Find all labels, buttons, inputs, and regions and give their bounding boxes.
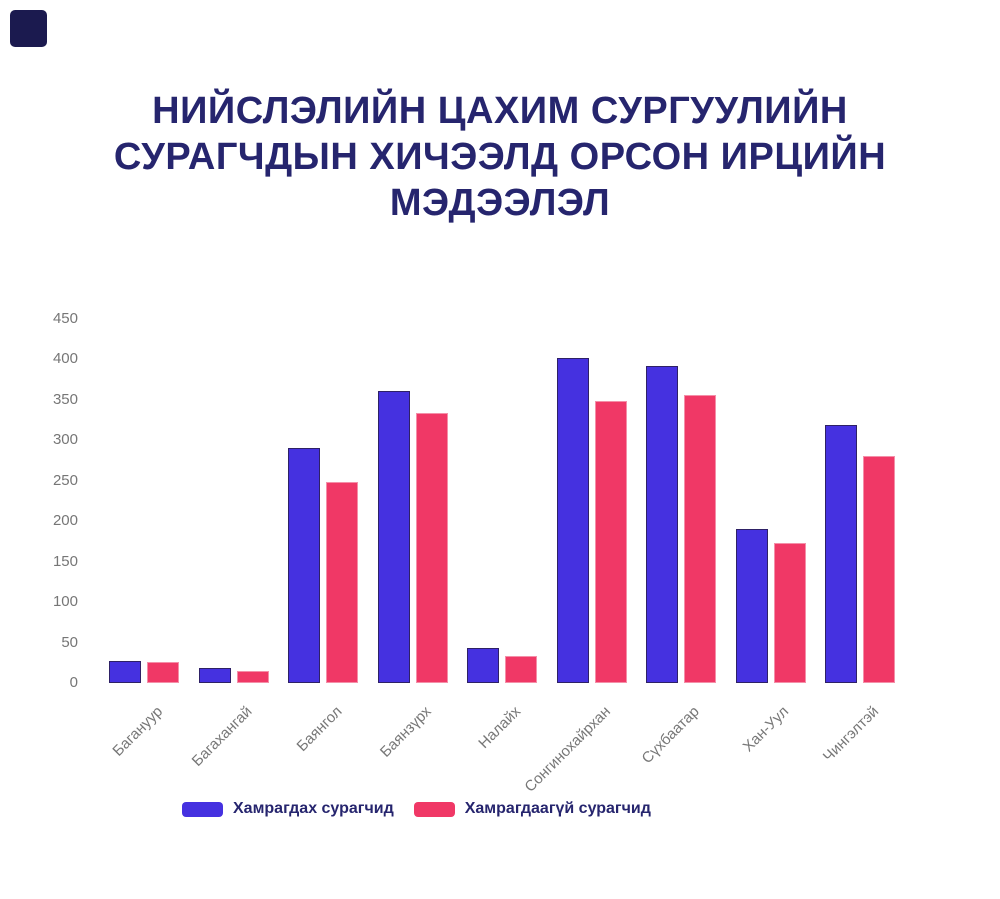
bar-not-enrolled-Баянзүрх: [415, 412, 448, 683]
x-axis-label-Багахангай: Багахангай: [188, 703, 256, 770]
bar-enrolled-Баянгол: [288, 447, 320, 683]
legend-item-not-enrolled: Хамрагдаагүй сурагчид: [413, 800, 651, 818]
legend-item-enrolled: Хамрагдах сурагчид: [182, 800, 394, 818]
bar-not-enrolled-Баянгол: [326, 482, 358, 683]
bar-not-enrolled-Чингэлтэй: [863, 455, 895, 683]
x-axis-label-Хан-Уул: Хан-Уул: [740, 703, 793, 756]
x-axis-label-Сонгинохайрхан: Сонгинохайрхан: [520, 703, 614, 796]
y-axis-tick-350: 350: [52, 390, 78, 408]
x-axis-label-Баянзүрх: Баянзүрх: [376, 703, 435, 761]
legend-label-enrolled: Хамрагдах сурагчид: [233, 800, 394, 817]
bar-not-enrolled-Сүхбаатар: [684, 394, 716, 683]
y-axis-tick-50: 50: [61, 633, 78, 651]
bar-not-enrolled-Сонгинохайрхан: [594, 400, 627, 683]
bar-enrolled-Багануур: [109, 661, 141, 683]
bar-enrolled-Сүхбаатар: [646, 365, 678, 683]
bar-enrolled-Налайх: [467, 648, 499, 683]
x-axis-label-Чингэлтэй: Чингэлтэй: [819, 703, 883, 766]
chart-legend: Хамрагдах сурагчид Хамрагдаагүй сурагчид: [182, 800, 651, 818]
logo-mark: [10, 10, 47, 47]
y-axis-tick-0: 0: [69, 674, 78, 691]
bar-enrolled-Баянзүрх: [377, 390, 410, 683]
bar-enrolled-Чингэлтэй: [825, 424, 857, 683]
bar-enrolled-Багахангай: [198, 667, 231, 683]
bar-not-enrolled-Хан-Уул: [773, 543, 806, 683]
x-axis-label-Налайх: Налайх: [475, 703, 525, 752]
y-axis-tick-250: 250: [52, 471, 78, 489]
chart-title-line-2: СУРАГЧДЫН ХИЧЭЭЛД ОРСОН ИРЦИЙН: [113, 136, 887, 178]
legend-label-not-enrolled: Хамрагдаагүй сурагчид: [464, 800, 651, 817]
bar-not-enrolled-Багануур: [147, 661, 179, 683]
y-axis-tick-200: 200: [52, 512, 78, 530]
legend-swatch-blue: [182, 801, 223, 817]
x-axis-label-Баянгол: Баянгол: [293, 703, 346, 755]
x-axis-label-Сүхбаатар: Сүхбаатар: [638, 703, 704, 768]
y-axis-tick-150: 150: [52, 552, 78, 570]
bar-not-enrolled-Налайх: [505, 656, 537, 683]
bar-not-enrolled-Багахангай: [236, 670, 269, 683]
legend-swatch-pink: [413, 801, 455, 817]
y-axis-tick-400: 400: [52, 350, 78, 368]
chart-title: НИЙСЛЭЛИЙН ЦАХИМ СУРГУУЛИЙН СУРАГЧДЫН ХИ…: [0, 88, 1000, 226]
chart-title-line-1: НИЙСЛЭЛИЙН ЦАХИМ СУРГУУЛИЙН: [152, 90, 848, 132]
bar-enrolled-Сонгинохайрхан: [556, 357, 589, 683]
bar-enrolled-Хан-Уул: [735, 529, 768, 683]
chart-title-line-3: МЭДЭЭЛЭЛ: [389, 182, 611, 224]
y-axis-tick-450: 450: [52, 309, 78, 327]
x-axis-label-Багануур: Багануур: [109, 703, 167, 760]
y-axis-tick-100: 100: [52, 593, 78, 611]
y-axis-tick-300: 300: [52, 431, 78, 449]
